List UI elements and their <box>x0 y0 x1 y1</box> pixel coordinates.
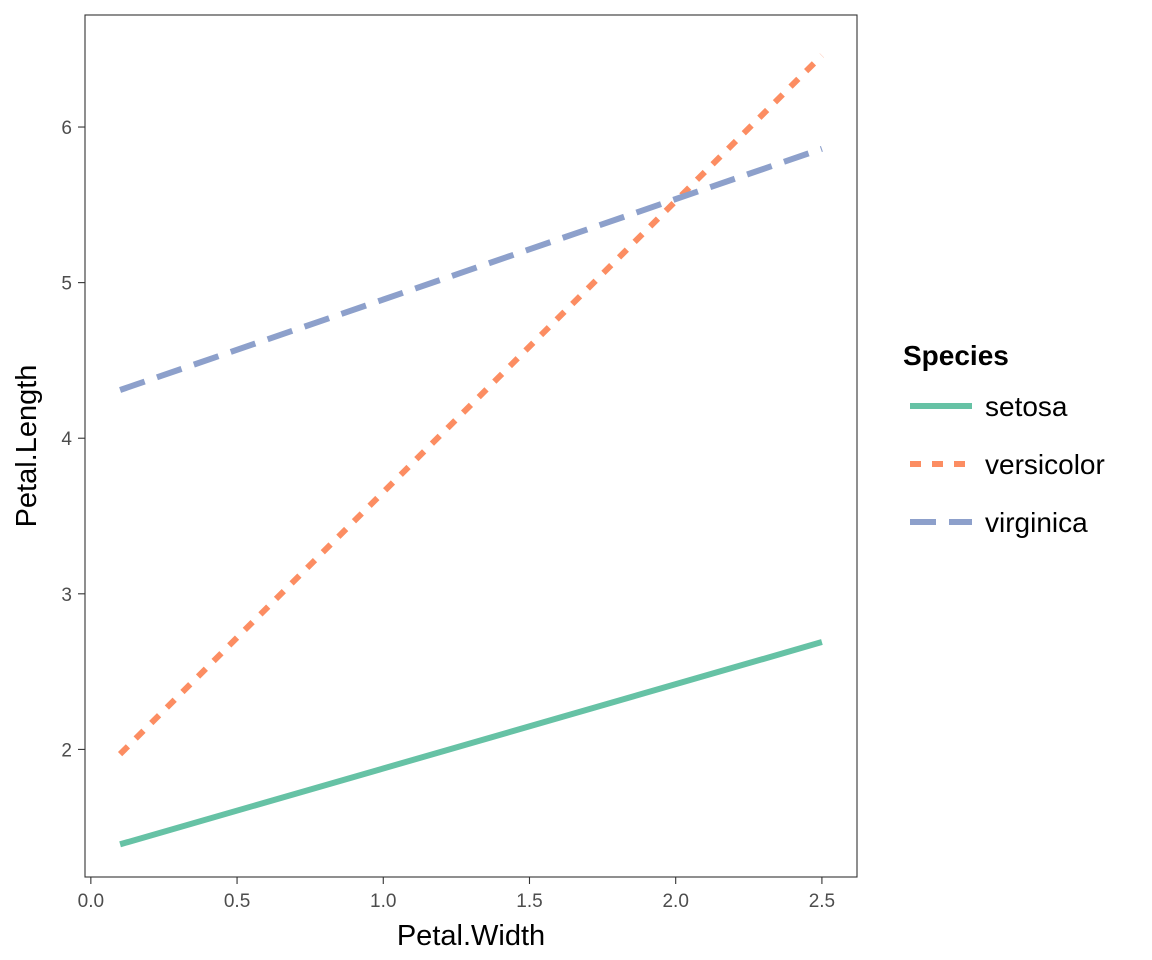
y-tick-label: 4 <box>61 429 72 450</box>
legend-label-versicolor: versicolor <box>985 449 1105 480</box>
x-tick-label: 0.5 <box>224 891 250 912</box>
y-tick-label: 2 <box>61 740 72 761</box>
y-tick-label: 5 <box>61 274 72 295</box>
x-axis: 0.0 0.5 1.0 1.5 2.0 2.5 <box>78 877 835 912</box>
y-axis: 2 3 4 5 6 <box>61 118 85 761</box>
legend-label-virginica: virginica <box>985 507 1088 538</box>
plot-panel-border <box>84 14 858 878</box>
series-line-setosa <box>119 639 823 848</box>
x-tick-label: 1.5 <box>516 891 542 912</box>
series-line-virginica <box>119 145 823 393</box>
x-tick-label: 2.0 <box>662 891 688 912</box>
x-tick-label: 2.5 <box>809 891 835 912</box>
series-layer <box>117 53 825 848</box>
legend: Species setosa versicolor virginica <box>903 340 1105 538</box>
x-tick-label: 1.0 <box>370 891 396 912</box>
legend-label-setosa: setosa <box>985 391 1068 422</box>
y-tick-label: 6 <box>61 118 72 139</box>
legend-title: Species <box>903 340 1009 371</box>
x-axis-title: Petal.Width <box>397 920 545 952</box>
y-tick-label: 3 <box>61 585 72 606</box>
y-axis-title: Petal.Length <box>11 365 43 528</box>
x-tick-label: 0.0 <box>78 891 104 912</box>
